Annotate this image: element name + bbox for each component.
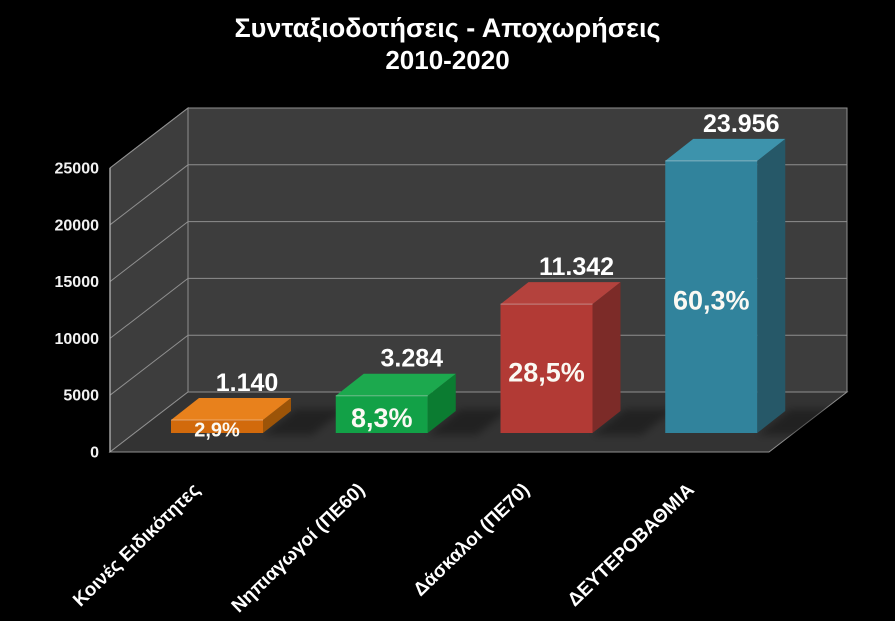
y-tick-label: 15000 [55,274,100,291]
y-tick-label: 5000 [63,388,99,405]
bar-front-face [665,160,758,433]
gridline [109,334,847,396]
gridline [109,277,847,339]
bar-side-face [427,373,456,433]
bar-top-face [500,282,621,305]
category-label: ΔΕΥΤΕΡΟΒΑΘΜΙΑ [564,479,699,610]
value-label: 3.284 [380,345,443,373]
bar-top-face [335,373,456,396]
category-label: Δάσκαλοι (ΠΕ70) [410,479,534,600]
value-label: 11.342 [539,253,614,281]
bar-shadow [592,409,675,435]
percent-label: 60,3% [673,286,750,316]
bar-group: 2,9% 1.140 [171,369,291,442]
bar-shadow [757,409,840,435]
bar-front-face [335,395,428,433]
percent-label: 2,9% [194,420,240,442]
chart-title-line2: 2010-2020 [385,44,510,75]
bar-side-face [757,138,786,433]
gridline [109,164,847,226]
bar-front-face [500,304,593,433]
y-tick-label: 20000 [55,217,100,234]
bar-group: 60,3% 23.956 [665,110,786,433]
category-label: Κοινές Ειδικότητες [69,479,204,611]
bar-side-face [592,282,621,433]
bar-group: 8,3% 3.284 [335,345,456,433]
bar-front-face [171,420,263,433]
chart-title: Συνταξιοδοτήσεις - Αποχωρήσεις 2010-2020 [0,13,895,76]
gridline [109,107,847,169]
value-label: 23.956 [703,110,779,138]
bar-group: 28,5% 11.342 [500,253,621,433]
chart-title-line1: Συνταξιοδοτήσεις - Αποχωρήσεις [234,13,661,43]
bar-top-face [171,398,291,421]
bar-side-face [263,398,291,433]
percent-label: 28,5% [508,357,585,387]
category-label: Νηπιαγωγοί (ΠΕ60) [228,479,369,617]
bar-shadow [263,409,345,435]
percent-label: 8,3% [351,403,413,433]
gridline [109,221,847,282]
bar-shadow [427,409,510,435]
y-tick-label: 0 [90,445,99,462]
bar-top-face [665,138,786,161]
y-tick-label: 10000 [55,331,100,348]
y-tick-label: 25000 [55,161,100,178]
value-label: 1.140 [216,369,279,397]
